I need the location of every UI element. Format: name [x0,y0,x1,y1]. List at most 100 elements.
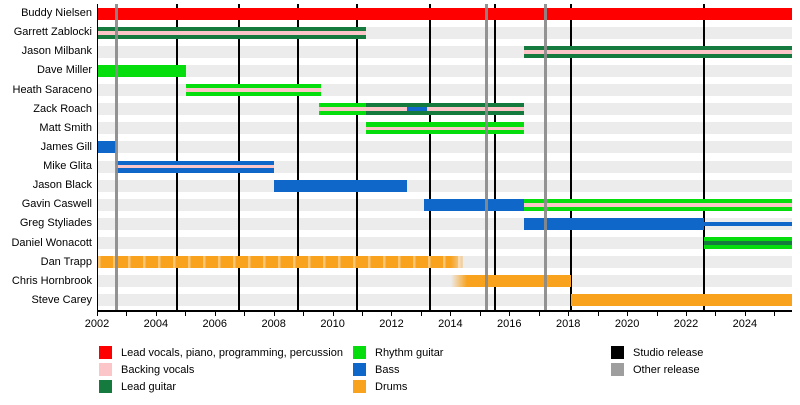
axis-year-label: 2014 [438,318,463,330]
legend-label: Other release [633,363,700,376]
role-stripe-backing-vocals [524,50,792,54]
axis-tick [391,312,393,316]
axis-tick [362,312,364,316]
legend-label: Rhythm guitar [375,346,444,359]
member-row [98,42,792,61]
timeline-bar-rhythm-guitar [98,64,187,77]
legend-item: Bass [353,361,611,378]
axis-tick [97,312,98,316]
axis-tick [155,312,157,316]
axis-year-label: 2004 [143,318,169,330]
axis-tick [685,312,687,316]
row-track [98,179,792,192]
timeline-bar-drums [450,275,572,288]
member-row [98,23,792,42]
axis-tick [303,312,305,316]
member-name: Jason Black [32,179,92,192]
axis-tick [509,312,511,316]
studio-release-line [702,4,705,310]
timeline-plot [97,4,792,310]
axis-tick [627,312,629,316]
other-release-line [543,4,547,310]
legend-swatch [353,380,366,393]
member-name: Dave Miller [36,64,92,77]
member-name: Jason Milbank [21,45,92,58]
timeline-bar-drums [98,256,463,269]
axis-year-label: 2022 [673,318,699,330]
member-name: Matt Smith [39,121,92,134]
axis-tick [420,312,422,316]
axis-year-label: 2020 [614,318,640,330]
member-row [98,81,792,100]
legend-swatch [99,380,112,393]
member-row [98,138,792,157]
role-stripe-backing-vocals [365,107,525,112]
legend-swatch [611,346,624,359]
legend-label: Backing vocals [121,363,195,376]
member-name: Garrett Zablocki [13,26,92,39]
member-name: James Gill [40,140,92,153]
member-name: Heath Saraceno [12,83,93,96]
axis-tick [656,312,658,316]
axis-tick [273,312,275,316]
member-row [98,195,792,214]
member-row [98,61,792,80]
member-row [98,119,792,138]
role-stripe-backing-vocals [115,164,275,169]
member-row [98,272,792,291]
member-name: Zack Roach [33,102,92,115]
studio-release-line [238,4,241,310]
timeline-bar-bass [274,179,407,192]
legend-swatch [611,363,624,376]
other-release-line [485,4,489,310]
legend-label: Lead guitar [121,380,177,393]
axis-tick [244,312,246,316]
axis-year-label: 2010 [320,318,345,330]
chart-area: Buddy Nielsen Garrett Zablocki Jason Milba… [0,4,792,336]
member-row [98,4,792,23]
legend-item: Studio release [611,344,703,361]
x-axis: 2002 2004 2006 2008 2010 2012 2014 2016 2018 2020… [85,310,792,336]
studio-release-line [296,4,299,310]
legend-item: Backing vocals [99,361,353,378]
legend-item: Lead guitar [99,378,353,395]
axis-tick [332,312,334,316]
timeline-bar-bass [524,217,704,230]
legend-column: Lead vocals, piano, programming, percuss… [99,344,353,395]
legend-item: Lead vocals, piano, programming, percuss… [99,344,353,361]
member-name: Mike Glita [43,160,92,172]
member-row [98,157,792,176]
member-name: Steve Carey [31,293,92,306]
member-name: Chris Hornbrook [11,274,92,287]
legend-label: Studio release [633,346,704,359]
axis-tick [450,312,452,316]
legend-item: Drums [353,378,611,395]
legend-label: Bass [375,363,400,376]
member-row [98,100,792,119]
role-stripe-lead-guitar [703,241,792,245]
band-timeline-chart: Buddy Nielsen Garrett Zablocki Jason Milba… [0,4,800,395]
legend-label: Drums [375,380,408,393]
row-track [98,64,792,77]
legend-item: Rhythm guitar [353,344,611,361]
axis-year-label: 2018 [555,318,581,330]
legend-swatch [353,346,366,359]
studio-release-line [570,4,573,310]
studio-release-line [176,4,179,310]
role-stripe-backing-vocals [524,203,792,207]
axis-year-label: 2008 [261,318,286,330]
row-track [98,275,792,288]
axis-tick [214,312,216,316]
axis-year-label: 2012 [379,318,404,330]
legend-swatch [99,346,112,359]
studio-release-line [493,4,496,310]
row-track [98,237,792,250]
timeline-bar-lead-vocals [98,7,792,20]
member-names-column: Buddy Nielsen Garrett Zablocki Jason Milba… [0,4,97,336]
member-row [98,253,792,272]
axis-year-label: 2016 [497,318,522,330]
studio-release-line [355,4,358,310]
member-row [98,291,792,310]
legend: Lead vocals, piano, programming, percuss… [0,344,800,395]
legend-swatch [353,363,366,376]
